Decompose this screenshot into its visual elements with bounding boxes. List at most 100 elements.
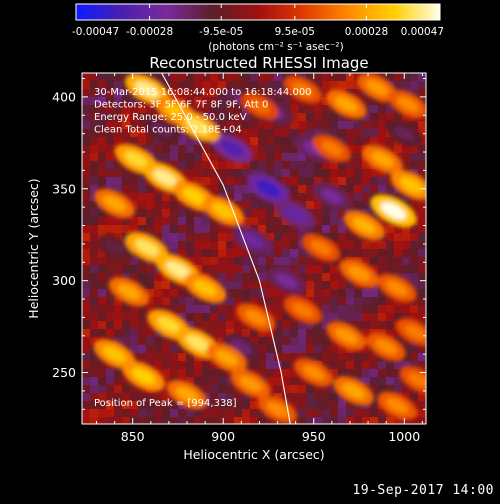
heatmap-cell — [170, 81, 178, 89]
heatmap-cell — [330, 113, 338, 121]
heatmap-cell — [106, 129, 114, 137]
heatmap-cell — [146, 209, 154, 217]
heatmap-cell — [282, 377, 290, 385]
heatmap-cell — [298, 241, 306, 249]
heatmap-cell — [250, 289, 258, 297]
heatmap-cell — [90, 137, 98, 145]
heatmap-cell — [322, 273, 330, 281]
heatmap-cell — [274, 145, 282, 153]
heatmap-cell — [162, 345, 170, 353]
heatmap-cell — [98, 153, 106, 161]
heatmap-cell — [402, 249, 410, 257]
heatmap-cell — [282, 289, 290, 297]
heatmap-cell — [322, 177, 330, 185]
heatmap-cell — [114, 233, 122, 241]
heatmap-cell — [170, 289, 178, 297]
heatmap-cell — [322, 161, 330, 169]
heatmap-cell — [162, 385, 170, 393]
heatmap-cell — [226, 169, 234, 177]
heatmap-cell — [194, 305, 202, 313]
heatmap-cell — [250, 113, 258, 121]
heatmap-cell — [386, 329, 394, 337]
heatmap-cell — [82, 313, 90, 321]
heatmap-cell — [170, 153, 178, 161]
heatmap-cell — [282, 161, 290, 169]
heatmap-cell — [146, 217, 154, 225]
heatmap-cell — [386, 185, 394, 193]
heatmap-cell — [410, 265, 418, 273]
heatmap-cell — [194, 265, 202, 273]
x-tick-label: 950 — [302, 429, 326, 444]
heatmap-cell — [178, 225, 186, 233]
heatmap-cell — [130, 329, 138, 337]
heatmap-cell — [138, 185, 146, 193]
heatmap-cell — [98, 137, 106, 145]
heatmap-cell — [90, 353, 98, 361]
heatmap-cell — [234, 393, 242, 401]
heatmap-cell — [218, 97, 226, 105]
heatmap-cell — [106, 265, 114, 273]
heatmap-cell — [130, 321, 138, 329]
heatmap-cell — [322, 81, 330, 89]
emission-core — [380, 202, 407, 220]
heatmap-cell — [354, 81, 362, 89]
heatmap-cell — [138, 337, 146, 345]
heatmap-cell — [314, 161, 322, 169]
heatmap-cell — [178, 361, 186, 369]
heatmap-cell — [242, 281, 250, 289]
heatmap-cell — [98, 73, 106, 81]
heatmap-cell — [362, 113, 370, 121]
heatmap-cell — [298, 337, 306, 345]
heatmap-cell — [194, 81, 202, 89]
heatmap-cell — [178, 161, 186, 169]
heatmap-cell — [322, 305, 330, 313]
heatmap-cell — [138, 105, 146, 113]
heatmap-cell — [274, 217, 282, 225]
heatmap-cell — [234, 169, 242, 177]
heatmap-cell — [314, 73, 322, 81]
heatmap-cell — [194, 169, 202, 177]
heatmap-cell — [306, 105, 314, 113]
heatmap-cell — [186, 377, 194, 385]
heatmap-cell — [330, 121, 338, 129]
heatmap-cell — [386, 313, 394, 321]
heatmap-cell — [242, 161, 250, 169]
heatmap-cell — [330, 73, 338, 81]
emission-core — [408, 372, 426, 388]
heatmap-cell — [362, 289, 370, 297]
heatmap-cell — [258, 369, 266, 377]
heatmap-cell — [146, 281, 154, 289]
heatmap-cell — [314, 217, 322, 225]
heatmap-cell — [282, 89, 290, 97]
heatmap-cell — [138, 209, 146, 217]
heatmap-cell — [154, 409, 162, 417]
heatmap-cell — [298, 385, 306, 393]
heatmap-cell — [314, 337, 322, 345]
heatmap-cell — [202, 233, 210, 241]
heatmap-cell — [202, 177, 210, 185]
emission-core — [310, 240, 332, 255]
heatmap-cell — [290, 321, 298, 329]
heatmap-cell — [90, 193, 98, 201]
heatmap-cell — [394, 145, 402, 153]
heatmap-cell — [354, 153, 362, 161]
heatmap-cell — [82, 161, 90, 169]
heatmap-cell — [218, 81, 226, 89]
heatmap-cell — [202, 209, 210, 217]
annotation-line: Clean Total counts: 2.18E+04 — [94, 125, 242, 136]
heatmap-cell — [266, 281, 274, 289]
heatmap-cell — [98, 377, 106, 385]
negative-core — [275, 273, 298, 289]
heatmap-cell — [306, 225, 314, 233]
heatmap-cell — [274, 313, 282, 321]
heatmap-cell — [402, 265, 410, 273]
heatmap-cell — [410, 241, 418, 249]
heatmap-cell — [418, 241, 426, 249]
heatmap-cell — [266, 337, 274, 345]
heatmap-cell — [338, 345, 346, 353]
heatmap-cell — [362, 129, 370, 137]
heatmap-cell — [154, 193, 162, 201]
heatmap-cell — [98, 329, 106, 337]
heatmap-cell — [154, 225, 162, 233]
heatmap-cell — [370, 169, 378, 177]
